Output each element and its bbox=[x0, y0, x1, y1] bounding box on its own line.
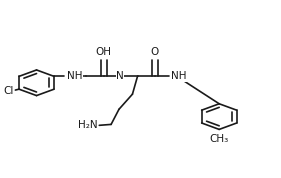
Text: N: N bbox=[116, 71, 124, 81]
Text: NH: NH bbox=[171, 71, 186, 81]
Text: O: O bbox=[151, 47, 159, 57]
Text: OH: OH bbox=[96, 47, 112, 57]
Text: NH: NH bbox=[67, 71, 82, 81]
Text: Cl: Cl bbox=[4, 86, 14, 96]
Text: CH₃: CH₃ bbox=[210, 134, 229, 144]
Text: H₂N: H₂N bbox=[78, 120, 98, 130]
